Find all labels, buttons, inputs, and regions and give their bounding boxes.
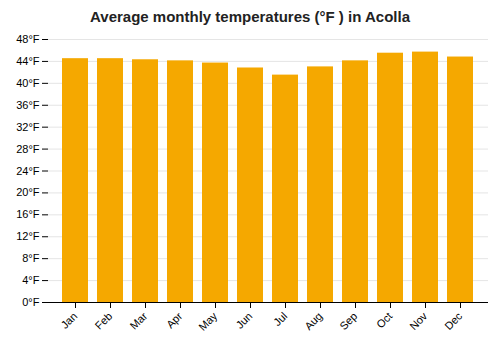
svg-text:28°F: 28°F xyxy=(16,143,40,155)
svg-text:Apr: Apr xyxy=(164,310,185,331)
svg-text:44°F: 44°F xyxy=(16,55,40,67)
html-text:Average monthly temperatures (: Average monthly temperatures (°F ) in Ac… xyxy=(90,8,410,25)
svg-text:Aug: Aug xyxy=(302,310,324,332)
svg-text:Jan: Jan xyxy=(58,310,79,331)
svg-text:Jun: Jun xyxy=(233,310,254,331)
svg-text:Nov: Nov xyxy=(407,309,430,332)
svg-text:Feb: Feb xyxy=(93,310,115,332)
svg-text:Dec: Dec xyxy=(442,309,465,332)
svg-text:20°F: 20°F xyxy=(16,186,40,198)
svg-text:24°F: 24°F xyxy=(16,165,40,177)
svg-text:48°F: 48°F xyxy=(16,33,40,45)
svg-text:May: May xyxy=(196,309,220,333)
svg-text:40°F: 40°F xyxy=(16,77,40,89)
svg-text:36°F: 36°F xyxy=(16,99,40,111)
svg-text:16°F: 16°F xyxy=(16,208,40,220)
svg-text:Mar: Mar xyxy=(128,310,150,332)
svg-text:Oct: Oct xyxy=(374,310,395,331)
svg-text:Jul: Jul xyxy=(271,310,289,328)
svg-text:12°F: 12°F xyxy=(16,230,40,242)
svg-text:0°F: 0°F xyxy=(22,296,40,308)
svg-text:32°F: 32°F xyxy=(16,121,40,133)
svg-text:Sep: Sep xyxy=(337,310,359,332)
svg-text:4°F: 4°F xyxy=(22,274,40,286)
svg-text:8°F: 8°F xyxy=(22,252,40,264)
